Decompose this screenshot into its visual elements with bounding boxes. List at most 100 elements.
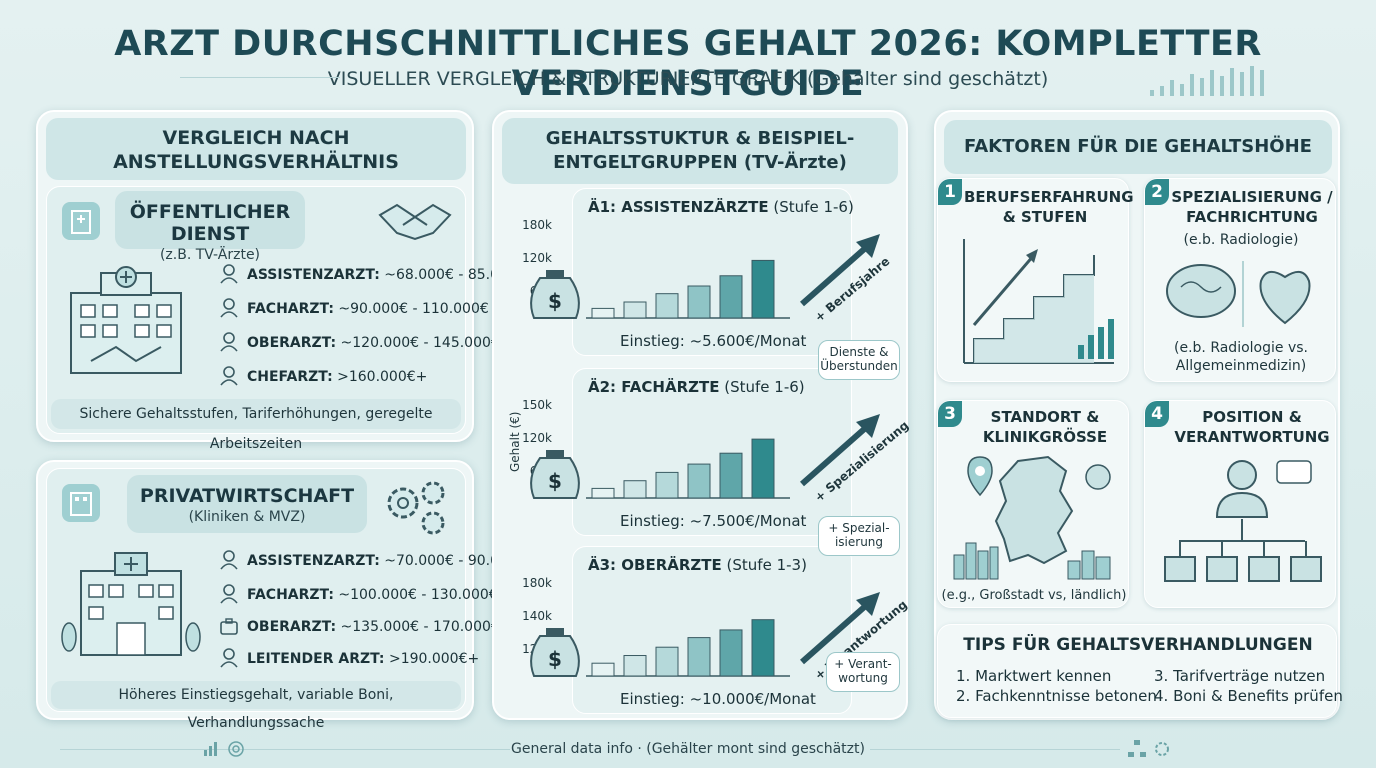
doctor-icon	[220, 298, 238, 318]
public-sector-title: ÖFFENTLICHER DIENST (z.B. TV-Ärzte)	[115, 191, 305, 263]
salary-chart-card	[572, 546, 852, 714]
svg-text:$: $	[548, 289, 562, 313]
footer-note: General data info · (Gehälter mont sind …	[511, 741, 865, 757]
callout-bubble: Dienste & Überstunden	[818, 340, 900, 380]
divider	[180, 77, 340, 78]
chart-group-label: Ä3: OBERÄRZTE	[588, 556, 722, 574]
factor-number: 4	[1145, 401, 1169, 427]
role-label: ASSISTENZARZT:	[247, 553, 380, 569]
private-note: Höheres Einstiegsgehalt, variable Boni, …	[51, 681, 461, 731]
role-label: ASSISTENZARZT:	[247, 267, 380, 283]
factor-title: BERUFSERFAHRUNG & STUFEN	[964, 187, 1134, 227]
private-clinic-illustration	[61, 552, 201, 656]
callout-line: isierung	[834, 535, 884, 549]
factor-title: STANDORT & KLINIKGRÖSSE	[964, 407, 1126, 447]
public-row-0: ASSISTENZARZT: ~68.000€ - 85.000€	[220, 264, 526, 284]
private-subtitle-text: (Kliniken & MVZ)	[188, 509, 306, 525]
factor-title-line2: & STUFEN	[1002, 208, 1088, 226]
public-row-2: OBERARZT: ~120.000€ - 145.000€	[220, 332, 500, 352]
doctor-icon	[220, 366, 238, 386]
money-bag-icon: $	[530, 450, 580, 499]
network-gear-icon	[1128, 740, 1169, 757]
factor-title-line2: KLINIKGRÖSSE	[982, 428, 1108, 446]
private-sector-title: PRIVATWIRTSCHAFT (Kliniken & MVZ)	[127, 475, 367, 533]
callout-bubble: + Spezial-isierung	[818, 516, 900, 556]
callout-line: Überstunden	[820, 359, 898, 373]
factor-number: 2	[1145, 179, 1169, 205]
salary-bar	[591, 487, 615, 499]
clinic-building-icon	[62, 484, 100, 522]
money-bag-icon: $	[530, 270, 580, 319]
chart-title: Ä2: FACHÄRZTE (Stufe 1-6)	[588, 378, 805, 396]
public-sector-card: ÖFFENTLICHER DIENST (z.B. TV-Ärzte) ASSI…	[46, 186, 526, 452]
salary-bar	[687, 463, 711, 499]
hospital-building-icon	[62, 202, 100, 240]
factor-title-line1: POSITION &	[1202, 408, 1302, 426]
salary-bar	[751, 438, 775, 499]
public-title-text: ÖFFENTLICHER DIENST	[129, 201, 291, 245]
salary-value: >190.000€+	[388, 651, 480, 667]
bar-decoration-icon	[1150, 66, 1264, 96]
salary-bar	[655, 293, 679, 319]
salary-value: ~135.000€ - 170.000€	[340, 619, 500, 635]
brain-heart-icon	[1166, 261, 1311, 327]
role-label: LEITENDER ARZT:	[247, 651, 385, 667]
factor-note: (e.b. Radiologie vs. Allgemeinmedizin)	[1145, 339, 1337, 375]
person-icon	[220, 264, 238, 284]
entry-salary: Einstieg: ~5.600€/Monat	[620, 332, 807, 350]
salary-bar	[623, 655, 647, 677]
private-sector-card: PRIVATWIRTSCHAFT (Kliniken & MVZ) ASSIST…	[46, 468, 526, 731]
private-sector-panel: PRIVATWIRTSCHAFT (Kliniken & MVZ) ASSIST…	[36, 460, 526, 731]
private-row-2: OBERARZT: ~135.000€ - 170.000€	[220, 618, 500, 635]
factor-title: POSITION & VERANTWORTUNG	[1171, 407, 1333, 447]
salary-bar	[751, 619, 775, 677]
salary-value: ~100.000€ - 130.000€	[338, 587, 498, 603]
growth-arrow-icon	[800, 234, 880, 307]
doctor-icon	[220, 584, 238, 604]
factor-subtitle: (e.b. Radiologie)	[1183, 232, 1299, 248]
salary-bar	[687, 285, 711, 319]
chart-title: Ä1: ASSISTENZÄRZTE (Stufe 1-6)	[588, 198, 854, 216]
callout-bubble: + Verant-wortung	[826, 652, 900, 692]
role-label: OBERARZT:	[247, 619, 337, 635]
org-chart-icon	[1164, 460, 1322, 582]
salary-bar-chart: $	[530, 592, 880, 677]
factor-title-line1: SPEZIALISIERUNG /	[1171, 188, 1333, 206]
chart-group-label: Ä2: FACHÄRZTE	[588, 378, 720, 396]
salary-value: >160.000€+	[337, 369, 428, 385]
private-row-1: FACHARZT: ~100.000€ - 130.000€	[220, 584, 498, 604]
doctor-icon	[220, 648, 238, 668]
public-row-3: CHEFARZT: >160.000€+	[220, 366, 428, 386]
tip-item: 2. Fachkenntnisse betonen	[956, 687, 1157, 705]
salary-value: ~90.000€ - 110.000€	[338, 301, 489, 317]
factor-title-line2: VERANTWORTUNG	[1174, 428, 1330, 446]
callout-line: wortung	[838, 671, 888, 685]
factor-location-card: 3 STANDORT & KLINIKGRÖSSE (e.g., Großsta…	[937, 400, 1129, 608]
salary-value: ~68.000€ - 85.000€	[384, 267, 526, 283]
private-row-0: ASSISTENZARZT: ~70.000€ - 90.000€	[220, 550, 526, 570]
role-label: FACHARZT:	[247, 301, 334, 317]
money-bag-icon: $	[530, 628, 580, 677]
left-title-line2: ANSTELLUNGSVERHÄLTNIS	[113, 151, 399, 173]
hospital-illustration	[70, 266, 182, 374]
salary-bar-chart: $	[530, 234, 880, 319]
callout-line: + Spezial-	[828, 521, 890, 535]
factor-note: (e.g., Großstadt vs, ländlich)	[941, 588, 1127, 603]
factor-number: 1	[938, 179, 962, 205]
role-label: CHEFARZT:	[247, 369, 333, 385]
y-tick-label: 180k	[522, 576, 552, 590]
salary-bar	[655, 471, 679, 499]
salary-bar-chart: $	[530, 414, 880, 499]
page-subtitle: VISUELLER VERGLEICH & STRUKTURIERTE GRAF…	[327, 68, 1049, 90]
left-section-header: VERGLEICH NACH ANSTELLUNGSVERHÄLTNIS	[46, 118, 466, 180]
page-title: ARZT DURCHSCHNITTLICHES GEHALT 2026: KOM…	[114, 24, 1262, 104]
factor-note-line2: Allgemeinmedizin)	[1175, 358, 1307, 374]
factor-specialization-card: 2 SPEZIALISIERUNG / FACHRICHTUNG (e.b. R…	[1144, 178, 1336, 382]
factor-position-card: 4 POSITION & VERANTWORTUNG	[1144, 400, 1336, 608]
salary-value: ~70.000€ - 90.000€	[384, 553, 526, 569]
tip-item: 1. Marktwert kennen	[956, 667, 1112, 685]
y-tick-label: 120k	[522, 251, 552, 265]
svg-text:$: $	[548, 469, 562, 493]
factor-title: SPEZIALISIERUNG / FACHRICHTUNG	[1171, 187, 1333, 227]
public-note: Sichere Gehaltsstufen, Tariferhöhungen, …	[51, 399, 461, 452]
